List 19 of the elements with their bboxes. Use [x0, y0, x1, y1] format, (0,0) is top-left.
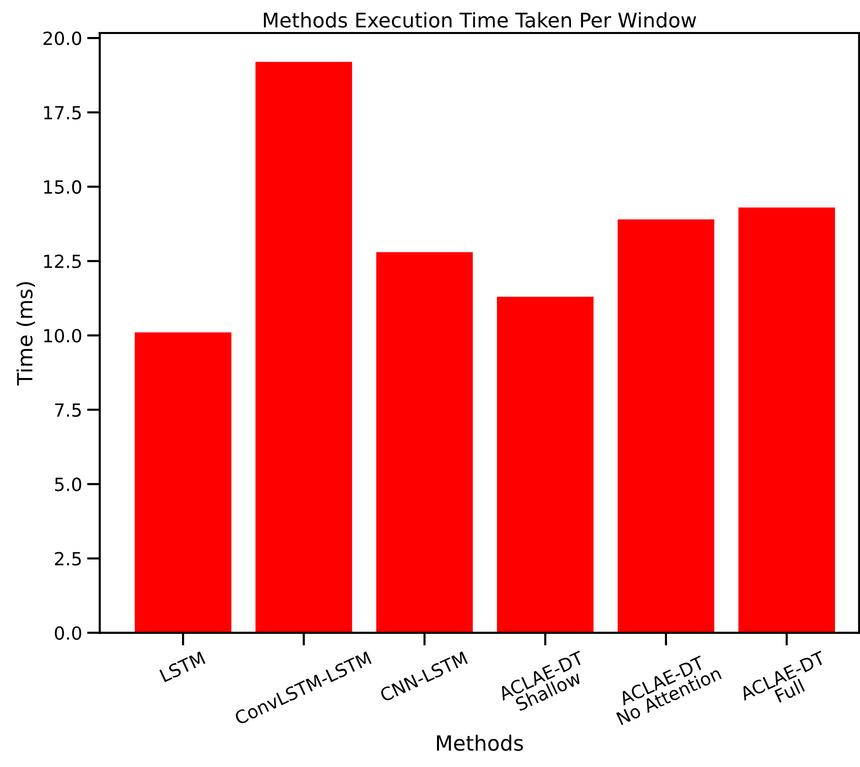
y-tick-label: 12.5 — [44, 254, 81, 268]
y-tick-label: 5.0 — [55, 478, 82, 492]
bar — [738, 208, 835, 633]
chart-title: Methods Execution Time Taken Per Window — [264, 12, 696, 28]
y-tick-label: 10.0 — [44, 328, 82, 343]
bar — [256, 62, 352, 633]
y-tick-label: 20.0 — [44, 31, 82, 46]
bar — [376, 252, 473, 633]
bar — [134, 332, 232, 633]
y-tick-label: 17.5 — [44, 106, 81, 120]
y-tick-label: 7.5 — [55, 403, 81, 417]
y-tick-label: 15.0 — [44, 180, 82, 194]
bar — [618, 219, 714, 633]
y-axis-title: Time (ms) — [16, 282, 36, 386]
x-axis-title: Methods — [437, 734, 523, 751]
x-tick-label: LSTM — [159, 651, 206, 682]
y-tick-label: 0.0 — [54, 626, 82, 640]
bar — [496, 296, 594, 633]
y-tick-label: 2.5 — [55, 552, 81, 566]
